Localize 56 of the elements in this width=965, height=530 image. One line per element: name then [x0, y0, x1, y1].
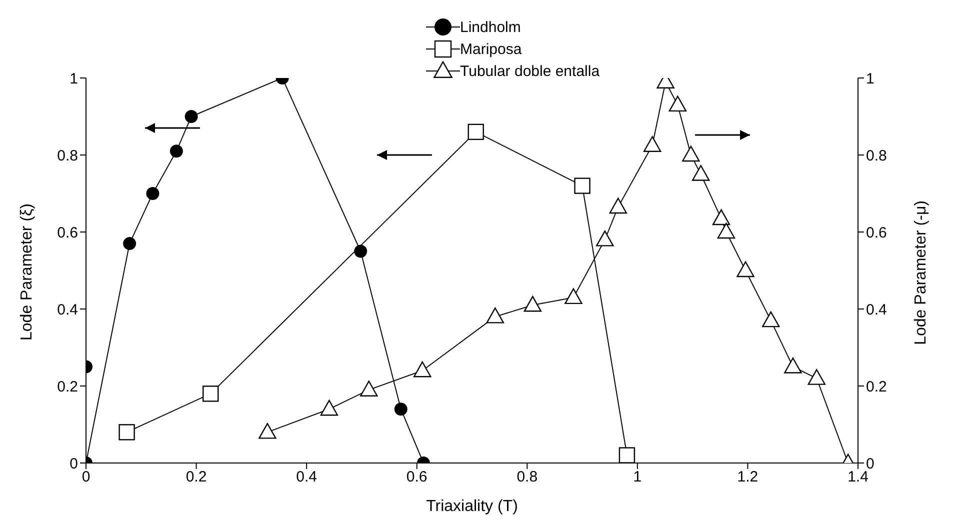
point	[668, 96, 687, 112]
y2-axis-title: Lode Parameter (-μ)	[912, 200, 930, 345]
x-tick-label: 0.2	[186, 468, 207, 486]
point	[609, 198, 627, 214]
y2-tick-label: 0.8	[866, 147, 887, 164]
point	[123, 237, 136, 250]
point	[618, 447, 636, 463]
point	[486, 307, 504, 324]
x-tick-label: 1	[633, 468, 642, 486]
legend-label: Mariposa	[460, 40, 522, 58]
y2-tick-label: 0.4	[866, 301, 887, 318]
y-tick-label: 0.8	[57, 147, 78, 164]
point	[784, 358, 802, 374]
point	[146, 187, 160, 200]
point	[360, 380, 378, 396]
point	[354, 244, 368, 258]
x-tick-label: 0.4	[296, 468, 317, 486]
x-tick-label: 1.2	[737, 468, 758, 486]
point	[574, 178, 590, 194]
point	[320, 400, 338, 416]
point	[524, 296, 542, 312]
point	[170, 144, 183, 158]
legend-label: Tubular doble entalla	[460, 62, 600, 80]
point	[394, 402, 408, 416]
point	[736, 261, 754, 278]
y2-tick-label: 0	[866, 455, 874, 472]
x-tick-label: 0	[82, 468, 90, 486]
y-tick-label: 0.2	[57, 378, 78, 396]
point	[717, 222, 736, 239]
point	[712, 209, 730, 226]
point	[682, 146, 700, 162]
y-tick-label: 1	[70, 70, 78, 88]
y2-tick-label: 0.6	[866, 224, 887, 242]
legend-label: Lindholm	[460, 18, 521, 36]
point	[808, 369, 826, 385]
point	[184, 110, 198, 123]
point	[564, 288, 582, 304]
x-axis-title: Triaxiality (T)	[426, 498, 518, 515]
y2-tick-label: 1	[866, 70, 874, 88]
x-tick-label: 0.8	[516, 468, 538, 486]
point	[258, 422, 276, 439]
x-tick-label: 1.4	[848, 468, 868, 486]
point	[643, 136, 662, 152]
point	[468, 124, 484, 140]
point	[596, 230, 614, 246]
point	[692, 165, 710, 181]
y2-tick-label: 0.2	[866, 378, 887, 396]
x-tick-label: 0.6	[406, 468, 428, 486]
point	[118, 424, 135, 440]
y-tick-label: 0	[70, 455, 78, 472]
point	[762, 311, 780, 328]
point	[414, 361, 432, 378]
point	[202, 386, 219, 402]
y-tick-label: 0.4	[57, 301, 78, 318]
y-tick-label: 0.6	[57, 224, 78, 242]
y-axis-title: Lode Parameter (ξ)	[18, 204, 36, 340]
